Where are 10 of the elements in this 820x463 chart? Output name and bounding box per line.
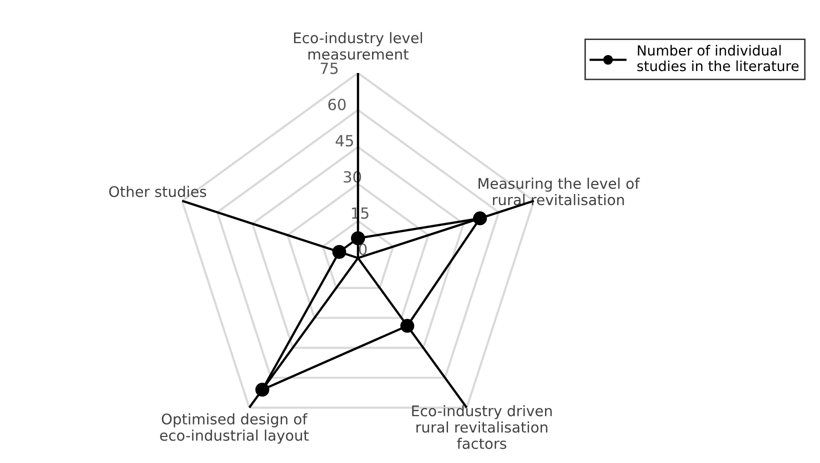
y-tick-label: 75 <box>320 62 338 74</box>
spoke-label: Measuring the level of rural revitalisation <box>478 178 640 206</box>
y-tick-label: 0 <box>359 243 367 256</box>
y-tick-label: 45 <box>336 135 354 146</box>
y-tick-label: 60 <box>328 98 346 110</box>
spoke-label: Optimised design of eco-industrial layout <box>160 413 309 444</box>
spoke-label: Eco-industry driven rural revitalisation factors <box>412 405 552 450</box>
legend-label: Number of individual studies in the literature <box>637 44 799 72</box>
spoke-label: Other studies <box>109 186 206 198</box>
spoke-label: Eco-industry level measurement <box>294 32 422 60</box>
